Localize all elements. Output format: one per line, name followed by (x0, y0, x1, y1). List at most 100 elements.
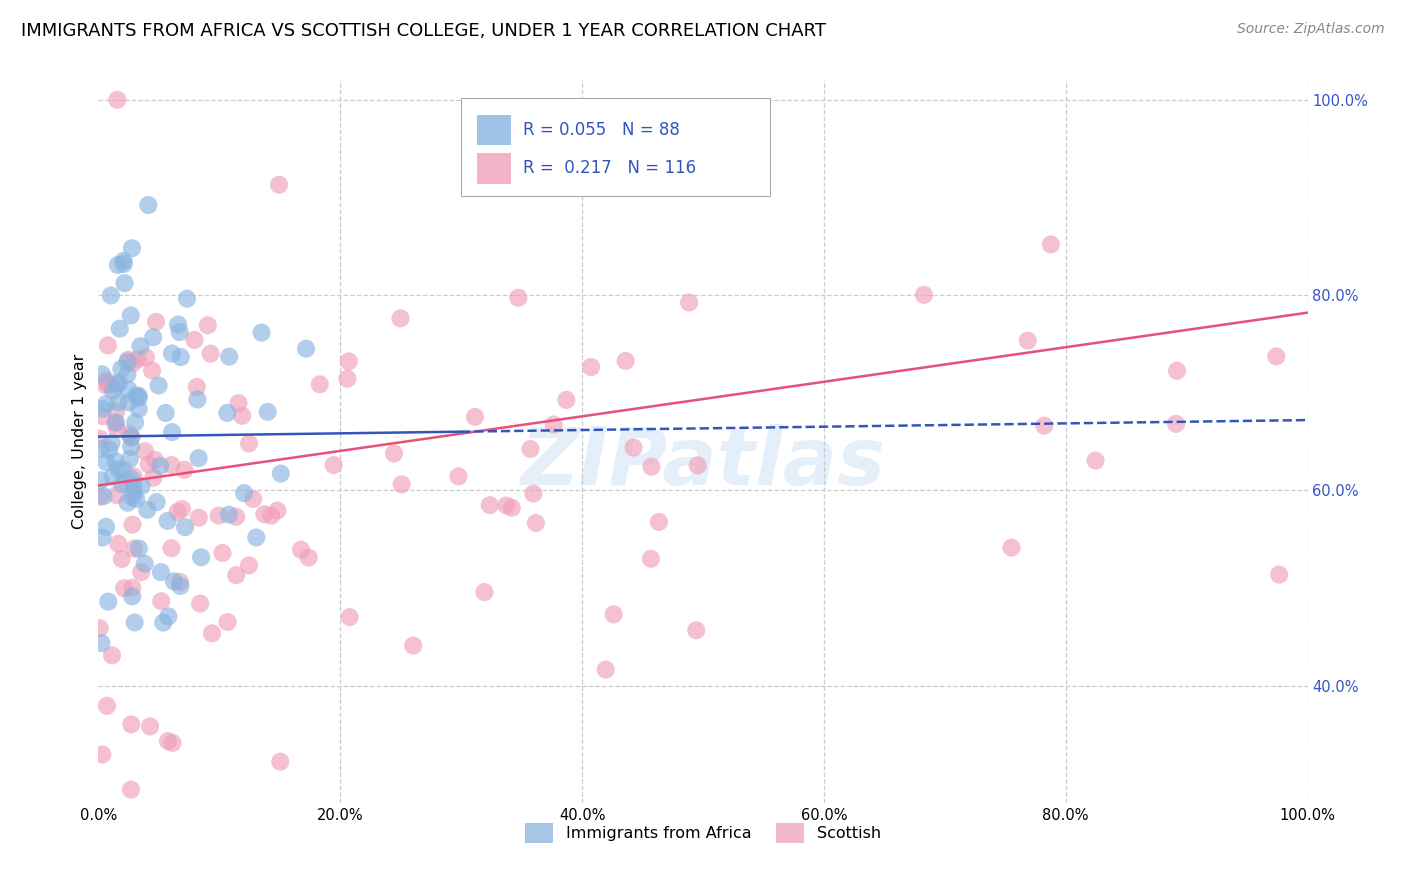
Point (217, 406, 239, 420)
Point (120, 309, 142, 323)
Point (912, 288, 935, 302)
Legend: Immigrants from Africa, Scottish: Immigrants from Africa, Scottish (519, 817, 887, 849)
Point (211, 546, 233, 560)
Point (129, 565, 152, 579)
Point (120, 440, 142, 454)
Point (295, 342, 318, 356)
Point (555, 392, 578, 407)
Text: ZIPatlas: ZIPatlas (520, 425, 886, 502)
Point (685, 624, 707, 638)
Point (225, 568, 247, 582)
Point (105, 488, 128, 502)
Point (122, 469, 145, 483)
Point (686, 458, 709, 473)
Point (169, 325, 191, 339)
Point (90, 473, 112, 487)
Point (117, 352, 139, 367)
Point (104, 417, 127, 431)
Point (1033, 418, 1056, 433)
Point (187, 510, 209, 524)
Point (134, 444, 156, 458)
Point (322, 458, 344, 472)
Point (183, 333, 205, 347)
Point (96, 397, 118, 411)
Point (160, 346, 183, 360)
Point (228, 396, 250, 410)
Point (250, 326, 273, 340)
Point (1000, 541, 1022, 555)
Point (266, 503, 288, 517)
Point (118, 452, 141, 467)
Point (170, 502, 193, 516)
Point (93, 489, 115, 503)
Point (101, 469, 124, 483)
Point (138, 198, 160, 212)
Point (142, 330, 165, 344)
Point (96, 698, 118, 713)
Point (122, 484, 145, 499)
Point (96, 455, 118, 469)
Point (1084, 453, 1107, 467)
Point (150, 594, 173, 608)
Point (197, 318, 219, 333)
Point (121, 241, 143, 255)
Y-axis label: College, Under 1 year: College, Under 1 year (72, 354, 87, 529)
Point (186, 380, 208, 394)
Point (101, 648, 124, 663)
Point (101, 384, 124, 398)
Point (290, 542, 312, 557)
Point (105, 415, 128, 429)
Point (138, 458, 160, 472)
Point (478, 498, 501, 512)
Point (188, 597, 211, 611)
Point (143, 453, 166, 467)
Point (117, 368, 139, 382)
Point (256, 405, 278, 419)
Point (91, 531, 114, 545)
Point (207, 508, 229, 523)
Point (122, 478, 145, 492)
Point (170, 350, 193, 364)
Point (131, 479, 153, 493)
Point (125, 491, 148, 506)
Point (519, 442, 541, 456)
Point (121, 490, 143, 504)
Point (148, 378, 170, 392)
Point (242, 491, 264, 506)
Point (96, 376, 118, 391)
Point (308, 377, 330, 392)
Point (233, 486, 256, 500)
Point (108, 321, 131, 335)
Point (136, 503, 159, 517)
Point (90, 442, 112, 456)
Point (602, 607, 624, 622)
Point (149, 565, 172, 579)
Point (160, 541, 183, 556)
Point (447, 469, 470, 483)
Point (169, 574, 191, 589)
Point (648, 515, 671, 529)
Point (135, 350, 157, 364)
Point (155, 406, 177, 420)
Point (391, 477, 413, 491)
Point (152, 615, 174, 630)
Point (121, 590, 143, 604)
Point (501, 500, 523, 515)
Point (402, 639, 425, 653)
Point (100, 288, 122, 302)
Point (260, 508, 283, 523)
Point (107, 537, 129, 551)
Point (166, 505, 188, 519)
Point (91, 368, 114, 382)
Point (200, 346, 222, 360)
Point (110, 362, 132, 376)
Text: R = 0.055   N = 88: R = 0.055 N = 88 (523, 121, 679, 139)
Point (640, 551, 662, 566)
Point (298, 550, 321, 565)
Point (464, 409, 486, 424)
Point (118, 395, 141, 409)
Point (114, 276, 136, 290)
Point (112, 253, 135, 268)
Point (112, 462, 135, 476)
Point (163, 574, 186, 589)
